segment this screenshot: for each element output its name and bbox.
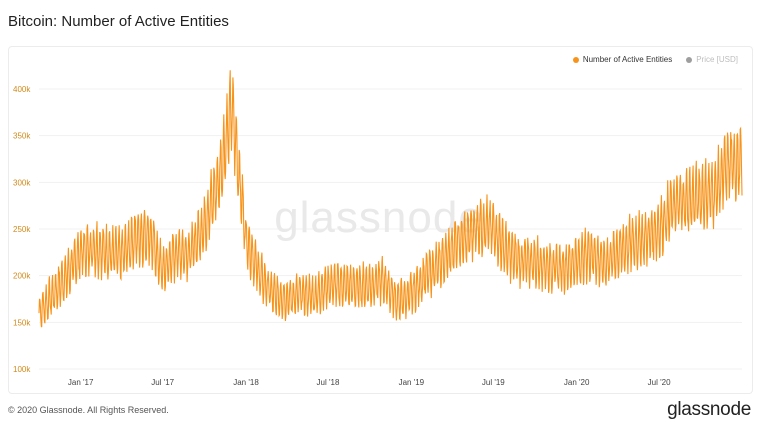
legend-label-active-entities: Number of Active Entities [582,55,673,64]
glassnode-logo[interactable]: glassnode [667,399,751,420]
legend: Number of Active Entities Price [USD] [572,55,738,64]
y-tick-label: 250k [13,225,31,234]
y-tick-label: 100k [13,365,31,374]
x-axis-ticks: Jan '17 Jul '17 Jan '18 Jul '18 Jan '19 Jul '… [68,378,671,387]
x-tick-label: Jan '20 [564,378,590,387]
y-tick-label: 200k [13,272,31,281]
chart-title: Bitcoin: Number of Active Entities [8,13,229,30]
y-tick-label: 150k [13,318,31,327]
x-tick-label: Jan '18 [233,378,259,387]
legend-label-price: Price [USD] [696,55,738,64]
y-tick-label: 300k [13,178,31,187]
x-tick-label: Jan '19 [399,378,425,387]
chart-panel: Number of Active Entities Price [USD] gl… [8,46,753,394]
legend-dot-active-entities [572,56,579,63]
x-tick-label: Jul '17 [151,378,174,387]
grid-lines [39,88,742,370]
x-tick-label: Jan '17 [68,378,94,387]
copyright-text: © 2020 Glassnode. All Rights Reserved. [8,405,169,415]
x-tick-label: Jul '18 [317,378,340,387]
y-tick-label: 350k [13,132,31,141]
x-tick-label: Jul '19 [482,378,505,387]
y-axis-ticks: 100k 150k 200k 250k 300k 350k 400k [13,85,31,374]
legend-dot-price [686,56,693,63]
legend-item-price[interactable]: Price [USD] [686,55,738,64]
chart-plot: glassnode 100k 150k 200k 250k 300k 350k 400k J… [13,70,743,387]
x-tick-label: Jul '20 [648,378,671,387]
series-line-active-entities [38,70,743,328]
legend-item-active-entities[interactable]: Number of Active Entities [572,55,673,64]
watermark: glassnode [274,193,484,242]
y-tick-label: 400k [13,85,31,94]
